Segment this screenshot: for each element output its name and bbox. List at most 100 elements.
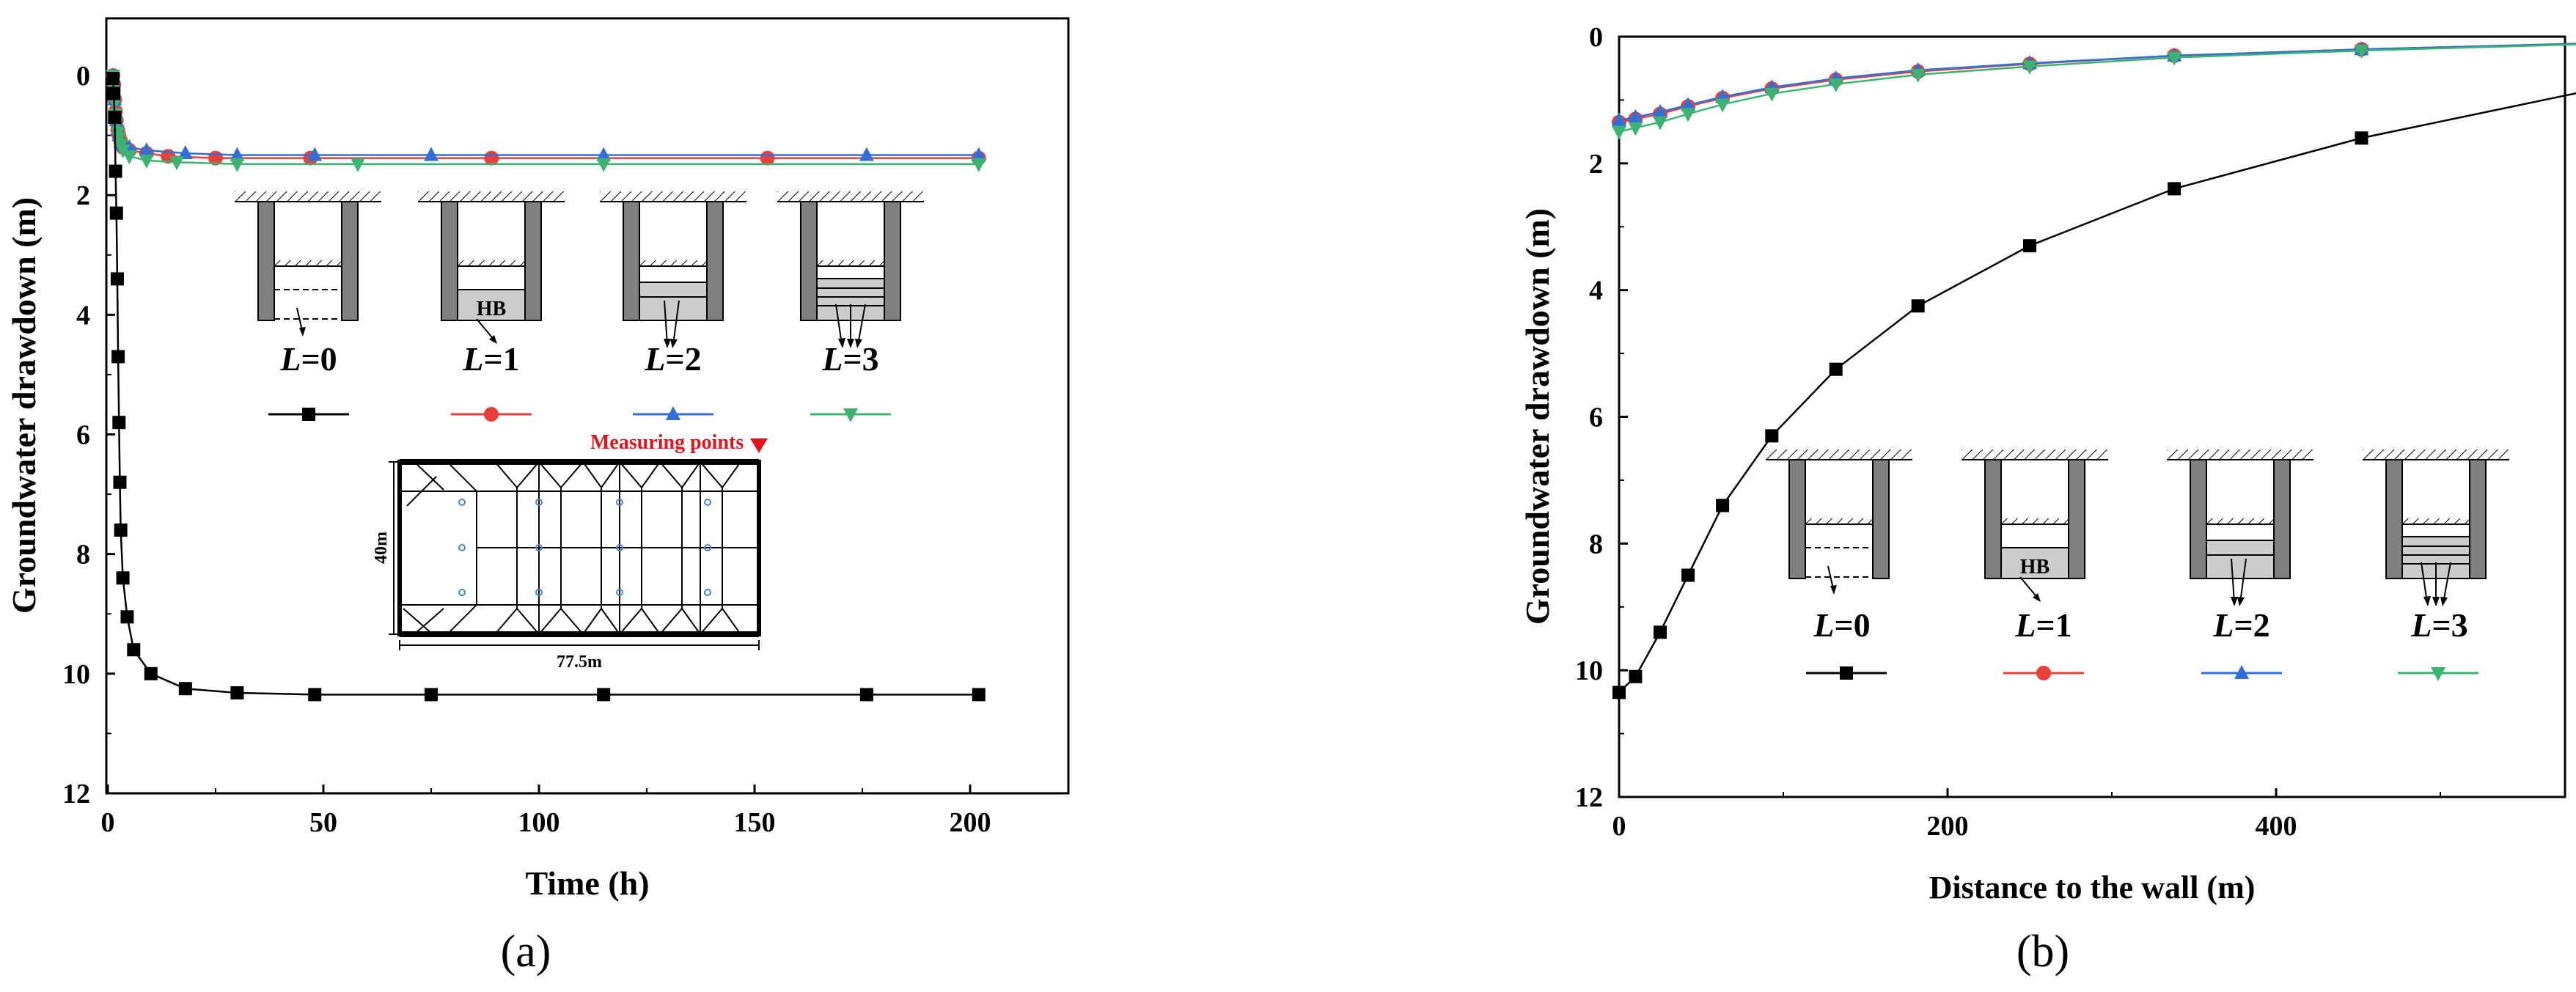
data-point	[127, 643, 141, 657]
data-point	[597, 688, 611, 702]
series-line	[111, 78, 979, 696]
data-point	[1629, 669, 1643, 683]
series-L1-b	[1612, 42, 2576, 130]
y-tick-label: 8	[1589, 529, 1603, 559]
series-L3-b	[1612, 43, 2576, 140]
legend-item-L2-b	[2201, 665, 2282, 679]
legend-item-L2-a	[633, 406, 713, 420]
legend-markers-b	[1806, 665, 2478, 681]
schematics-b: HB	[1766, 449, 2509, 606]
series-line	[1618, 92, 2576, 694]
x-tick-label: 400	[2256, 811, 2297, 842]
series-a	[106, 67, 986, 702]
data-point	[596, 147, 612, 161]
legend-marker	[302, 408, 315, 421]
data-point	[971, 147, 986, 161]
y-tick-label: 4	[76, 300, 90, 331]
schematic-labels-a: L=0 L=1 L=2 L=3	[279, 340, 878, 378]
x-axis-label-b: Distance to the wall (m)	[1929, 870, 2256, 905]
data-point	[1829, 362, 1843, 376]
legend-item-L0-b	[1806, 666, 1887, 680]
data-point	[2167, 51, 2182, 66]
data-point	[1681, 108, 1696, 122]
y-tick-label: 2	[76, 180, 90, 211]
data-point	[178, 682, 192, 696]
label-l3-b: L=3	[2410, 606, 2467, 644]
section-l2-a	[600, 191, 746, 348]
y-tick-label: 0	[76, 61, 90, 92]
x-tick-label: 50	[309, 807, 337, 838]
data-point	[122, 150, 137, 165]
label-l1-a: L=1	[462, 340, 519, 378]
legend-item-L3-a	[810, 408, 891, 422]
legend-marker	[2431, 667, 2445, 681]
legend-marker	[666, 406, 680, 420]
data-point	[1716, 499, 1730, 512]
data-point	[108, 111, 122, 125]
data-point	[107, 87, 121, 100]
data-point	[425, 688, 438, 702]
data-point	[112, 416, 126, 430]
data-point	[2023, 239, 2036, 253]
data-point	[1828, 78, 1843, 92]
legend-marker	[843, 408, 858, 422]
data-point	[1764, 87, 1780, 102]
y-axis-label-a: Groundwater drawdown (m)	[5, 197, 43, 614]
section-l0-a	[235, 191, 381, 337]
data-point	[1628, 122, 1643, 136]
data-point	[114, 523, 128, 537]
data-point	[351, 158, 366, 172]
legend-item-L1-a	[451, 407, 532, 422]
data-point	[1715, 98, 1731, 113]
measuring-points-marker	[750, 438, 768, 453]
schematics-a: HB	[235, 191, 924, 348]
data-point	[1911, 299, 1925, 313]
legend-marker	[2234, 665, 2249, 679]
label-l1-b: L=1	[2014, 606, 2072, 644]
data-point	[106, 72, 120, 86]
data-point	[111, 350, 125, 364]
series-line	[1618, 43, 2576, 123]
data-point	[424, 147, 438, 161]
height-dim-label: 40m	[372, 532, 391, 564]
data-point	[1910, 68, 1926, 83]
y-tick-label: 6	[76, 420, 90, 451]
panel-label-a: (a)	[501, 927, 551, 977]
series-L0-b	[1612, 92, 2576, 699]
x-tick-label: 150	[734, 807, 776, 838]
label-l3-a: L=3	[821, 340, 878, 378]
axis-ticks-a: 0 50 100 150 200 0 2 4 6 8 10 12	[62, 61, 991, 838]
hb-label-b: HB	[2020, 556, 2050, 578]
x-tick-label: 200	[950, 807, 991, 838]
y-tick-label: 8	[76, 540, 90, 570]
series-line	[1618, 43, 2576, 133]
section-l1-a: HB	[418, 191, 565, 344]
section-l2-b	[2167, 449, 2313, 606]
data-point	[1628, 109, 1643, 123]
data-point	[1681, 97, 1696, 111]
panel-b: 0200400600800024681012 Groundwater drawd…	[1519, 22, 2576, 977]
data-point	[308, 688, 322, 702]
series-b	[1612, 41, 2576, 699]
data-point	[972, 688, 986, 702]
hb-label: HB	[477, 298, 506, 320]
y-tick-label: 2	[1589, 149, 1603, 180]
plan-view-inset: Measuring points 40m 77.5m	[372, 431, 768, 672]
x-axis-label-a: Time (h)	[525, 864, 649, 902]
legend-marker	[2036, 666, 2051, 680]
data-point	[2354, 45, 2369, 59]
data-point	[109, 164, 122, 178]
data-point	[177, 145, 193, 160]
data-point	[110, 272, 124, 286]
y-tick-label: 12	[62, 779, 90, 809]
plot-frame-b	[1618, 35, 2566, 798]
y-tick-label: 0	[1589, 22, 1603, 53]
data-point	[1765, 429, 1779, 443]
panel-label-b: (b)	[2017, 927, 2069, 977]
legend-item-L3-b	[2398, 667, 2478, 681]
plot-frame-a	[105, 17, 1070, 795]
data-point	[113, 475, 127, 489]
data-point	[116, 571, 130, 585]
x-tick-label: 0	[1612, 811, 1626, 842]
label-l2-a: L=2	[644, 340, 701, 378]
